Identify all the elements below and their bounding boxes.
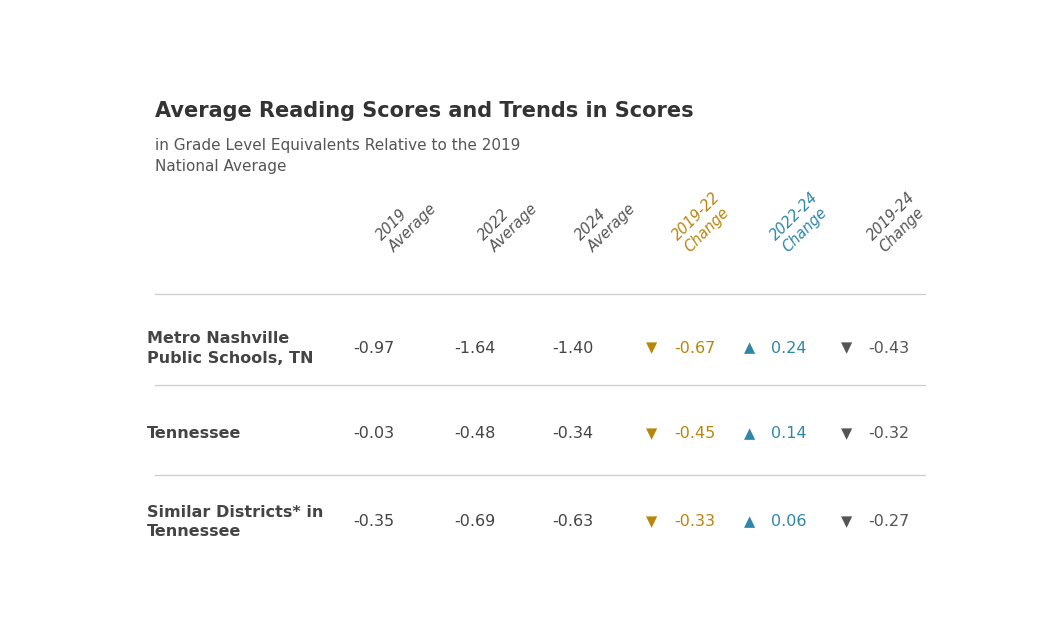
Text: 2019-22
Change: 2019-22 Change xyxy=(669,189,735,255)
Text: -0.43: -0.43 xyxy=(868,341,910,356)
Text: -0.69: -0.69 xyxy=(455,515,496,529)
Text: 2024
Average: 2024 Average xyxy=(572,189,638,255)
Text: ▲: ▲ xyxy=(744,426,755,441)
Text: -0.34: -0.34 xyxy=(552,426,593,441)
Text: 0.14: 0.14 xyxy=(771,426,806,441)
Text: Average Reading Scores and Trends in Scores: Average Reading Scores and Trends in Sco… xyxy=(155,100,693,121)
Text: -0.45: -0.45 xyxy=(674,426,715,441)
Text: ▼: ▼ xyxy=(646,341,658,356)
Text: Metro Nashville
Public Schools, TN: Metro Nashville Public Schools, TN xyxy=(146,331,314,366)
Text: Tennessee: Tennessee xyxy=(146,426,242,441)
Text: ▼: ▼ xyxy=(646,515,658,529)
Text: -0.48: -0.48 xyxy=(455,426,496,441)
Text: -1.64: -1.64 xyxy=(455,341,496,356)
Text: -0.35: -0.35 xyxy=(354,515,394,529)
Text: -0.97: -0.97 xyxy=(354,341,394,356)
Text: ▼: ▼ xyxy=(646,426,658,441)
Text: ▲: ▲ xyxy=(744,515,755,529)
Text: 2022
Average: 2022 Average xyxy=(475,189,541,255)
Text: ▼: ▼ xyxy=(841,426,852,441)
Text: -0.03: -0.03 xyxy=(354,426,394,441)
Text: ▲: ▲ xyxy=(744,341,755,356)
Text: -0.27: -0.27 xyxy=(868,515,910,529)
Text: in Grade Level Equivalents Relative to the 2019
National Average: in Grade Level Equivalents Relative to t… xyxy=(155,137,521,174)
Text: 2022-24
Change: 2022-24 Change xyxy=(767,189,833,255)
Text: -0.67: -0.67 xyxy=(674,341,715,356)
Text: 0.24: 0.24 xyxy=(771,341,806,356)
Text: -1.40: -1.40 xyxy=(552,341,593,356)
Text: -0.32: -0.32 xyxy=(868,426,910,441)
Text: ▼: ▼ xyxy=(841,341,852,356)
Text: -0.63: -0.63 xyxy=(552,515,593,529)
Text: ▼: ▼ xyxy=(841,515,852,529)
Text: Similar Districts* in
Tennessee: Similar Districts* in Tennessee xyxy=(146,504,323,539)
Text: -0.33: -0.33 xyxy=(674,515,714,529)
Text: 2019
Average: 2019 Average xyxy=(374,189,440,255)
Text: 0.06: 0.06 xyxy=(771,515,806,529)
Text: 2019-24
Change: 2019-24 Change xyxy=(864,189,930,255)
